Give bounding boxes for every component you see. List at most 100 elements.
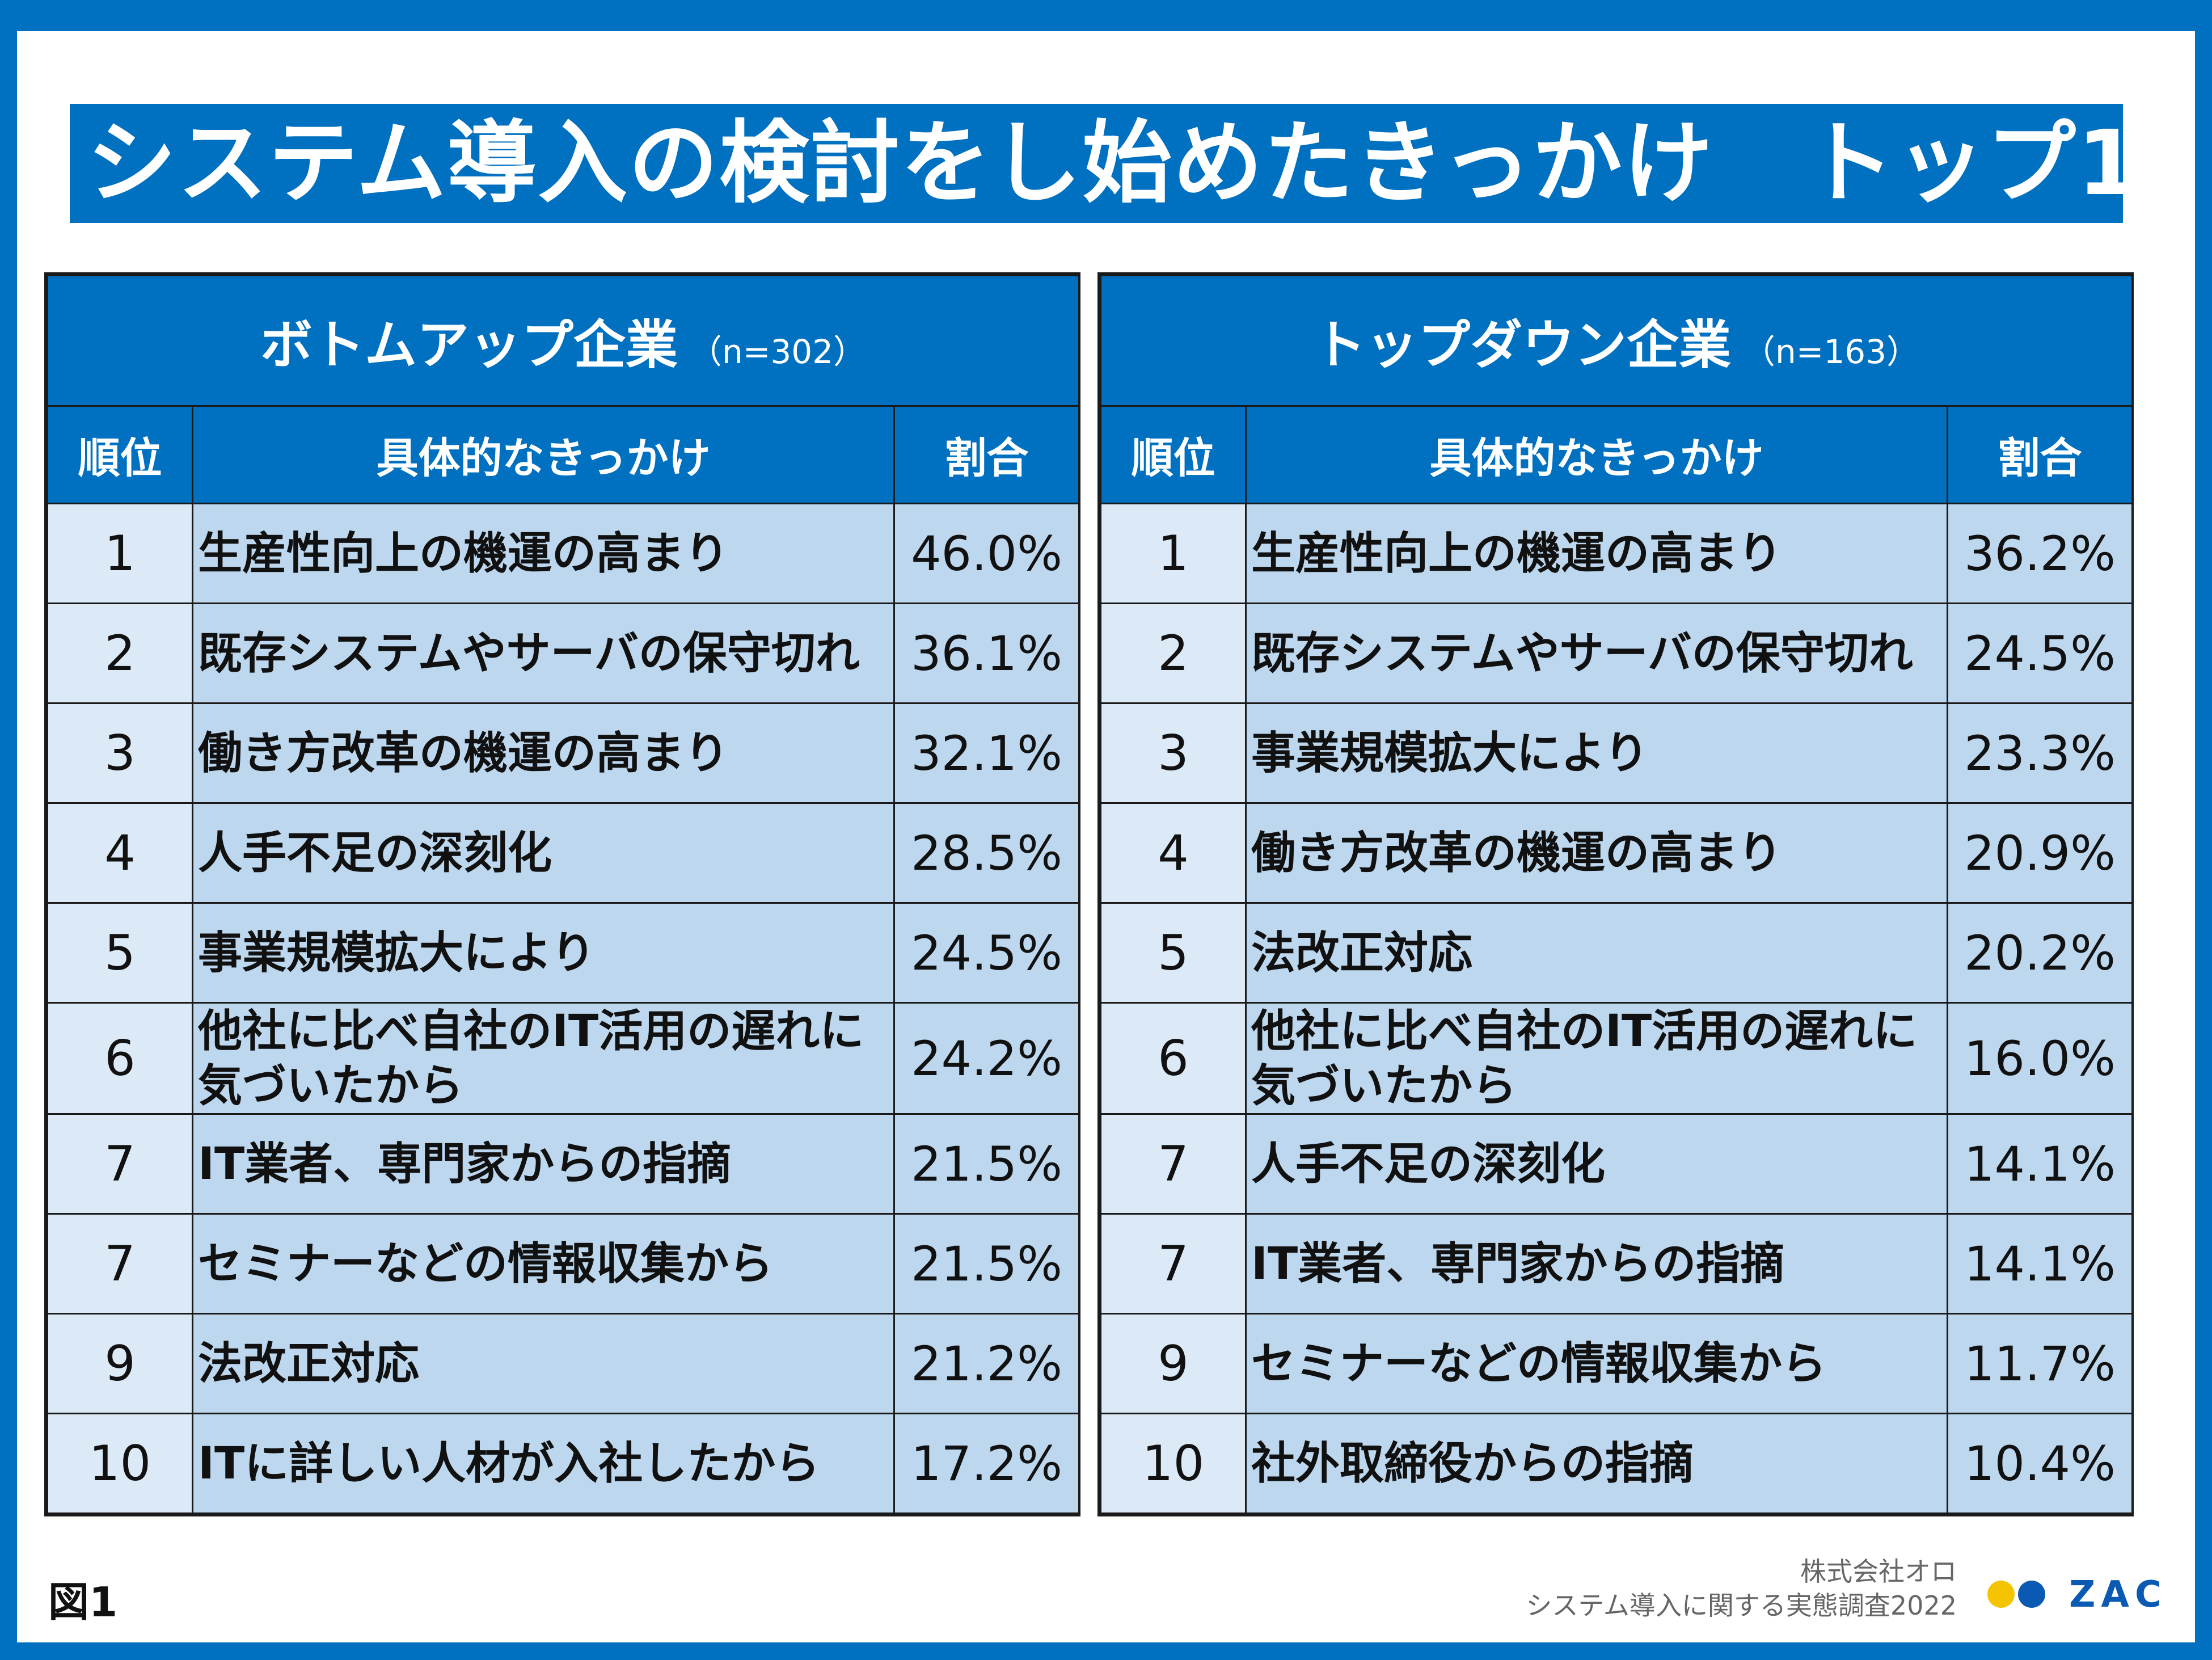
reason-cell: 人手不足の深刻化 <box>192 802 895 904</box>
table-row: 1 生産性向上の機運の高まり 46.0% <box>47 503 1080 604</box>
bottom-up-rows: 1 生産性向上の機運の高まり 46.0% 2 既存システムやサーバの保守切れ 36.1% 3… <box>47 503 1080 1514</box>
top-down-table: トップダウン企業 （n=163） 順位 具体的なきっかけ 割合 1 生産性向上の機運… <box>1097 272 2134 1516</box>
share-cell: 24.5% <box>1946 603 2134 704</box>
reason-cell: 既存システムやサーバの保守切れ <box>192 603 895 704</box>
bottom-up-table: ボトムアップ企業 （n=302） 順位 具体的なきっかけ 割合 1 生産性向上の機運… <box>44 272 1080 1516</box>
share-cell: 36.2% <box>1946 503 2134 604</box>
survey-name: システム導入に関する実態調査2022 <box>1526 1590 1957 1621</box>
reason-cell: 他社に比べ自社のIT活用の遅れに気づいたから <box>1245 1002 1948 1115</box>
rank-cell: 5 <box>47 902 193 1004</box>
share-cell: 14.1% <box>1946 1113 2134 1215</box>
reason-cell: ITに詳しい人材が入社したから <box>192 1413 895 1514</box>
share-cell: 20.9% <box>1946 802 2134 904</box>
reason-cell: IT業者、専門家からの指摘 <box>192 1113 895 1215</box>
logo-text: ZAC <box>2069 1574 2167 1616</box>
rank-cell: 6 <box>47 1002 193 1115</box>
bottom-up-group-header: ボトムアップ企業 （n=302） <box>46 275 1080 407</box>
table-row: 2 既存システムやサーバの保守切れ 24.5% <box>1100 603 2134 704</box>
share-cell: 11.7% <box>1946 1313 2134 1414</box>
share-column-header: 割合 <box>1946 405 2134 504</box>
rank-cell: 4 <box>47 802 193 904</box>
share-cell: 16.0% <box>1946 1002 2134 1115</box>
rank-cell: 7 <box>1100 1113 1247 1215</box>
share-cell: 36.1% <box>893 603 1080 704</box>
table-row: 7 IT業者、専門家からの指摘 21.5% <box>47 1113 1080 1215</box>
rank-column-header: 順位 <box>47 405 193 504</box>
table-row: 1 生産性向上の機運の高まり 36.2% <box>1100 503 2134 604</box>
logo-yellow-dot <box>1987 1581 2015 1608</box>
reason-cell: 事業規模拡大により <box>1245 702 1948 804</box>
reason-cell: 既存システムやサーバの保守切れ <box>1245 603 1948 704</box>
reason-column-header: 具体的なきっかけ <box>1245 405 1948 504</box>
group-title: ボトムアップ企業 <box>260 315 678 376</box>
rank-cell: 10 <box>47 1413 193 1514</box>
rank-cell: 4 <box>1100 802 1247 904</box>
table-row: 3 働き方改革の機運の高まり 32.1% <box>47 702 1080 804</box>
table-row: 4 働き方改革の機運の高まり 20.9% <box>1100 802 2134 904</box>
reason-cell: 働き方改革の機運の高まり <box>1245 802 1948 904</box>
share-cell: 21.5% <box>893 1213 1080 1314</box>
rank-cell: 6 <box>1100 1002 1247 1115</box>
share-cell: 28.5% <box>893 802 1080 904</box>
table-row: 5 法改正対応 20.2% <box>1100 902 2134 1004</box>
table-row: 6 他社に比べ自社のIT活用の遅れに気づいたから 24.2% <box>47 1002 1080 1115</box>
reason-cell: セミナーなどの情報収集から <box>1245 1313 1948 1414</box>
table-row: 10 社外取締役からの指摘 10.4% <box>1100 1413 2134 1514</box>
share-cell: 32.1% <box>893 702 1080 804</box>
share-cell: 46.0% <box>893 503 1080 604</box>
group-title: トップダウン企業 <box>1313 315 1731 376</box>
rank-cell: 5 <box>1100 902 1247 1004</box>
table-row: 7 人手不足の深刻化 14.1% <box>1100 1113 2134 1215</box>
table-row: 5 事業規模拡大により 24.5% <box>47 902 1080 1004</box>
logo-blue-dot <box>2018 1581 2045 1608</box>
reason-cell: 法改正対応 <box>192 1313 895 1414</box>
reason-cell: 他社に比べ自社のIT活用の遅れに気づいたから <box>192 1002 895 1115</box>
share-cell: 17.2% <box>893 1413 1080 1514</box>
rank-cell: 10 <box>1100 1413 1247 1514</box>
rank-cell: 2 <box>1100 603 1247 704</box>
rank-cell: 7 <box>47 1213 193 1314</box>
table-row: 6 他社に比べ自社のIT活用の遅れに気づいたから 16.0% <box>1100 1002 2134 1115</box>
rank-cell: 9 <box>1100 1313 1247 1414</box>
share-cell: 10.4% <box>1946 1413 2134 1514</box>
share-cell: 24.2% <box>893 1002 1080 1115</box>
table-row: 7 IT業者、専門家からの指摘 14.1% <box>1100 1213 2134 1314</box>
reason-cell: 社外取締役からの指摘 <box>1245 1413 1948 1514</box>
share-cell: 23.3% <box>1946 702 2134 804</box>
reason-cell: 働き方改革の機運の高まり <box>192 702 895 804</box>
table-row: 9 セミナーなどの情報収集から 11.7% <box>1100 1313 2134 1414</box>
reason-column-header: 具体的なきっかけ <box>192 405 895 504</box>
reason-cell: 生産性向上の機運の高まり <box>1245 503 1948 604</box>
rank-cell: 3 <box>1100 702 1247 804</box>
reason-cell: 事業規模拡大により <box>192 902 895 1004</box>
top-down-rows: 1 生産性向上の機運の高まり 36.2% 2 既存システムやサーバの保守切れ 24.5% 3… <box>1100 503 2134 1514</box>
figure-label: 図1 <box>48 1578 118 1626</box>
reason-cell: 生産性向上の機運の高まり <box>192 503 895 604</box>
reason-cell: 法改正対応 <box>1245 902 1948 1004</box>
rank-cell: 1 <box>47 503 193 604</box>
reason-cell: 人手不足の深刻化 <box>1245 1113 1948 1215</box>
rank-cell: 7 <box>47 1113 193 1215</box>
rank-cell: 1 <box>1100 503 1247 604</box>
zac-logo: ZAC <box>1987 1574 2167 1616</box>
table-row: 3 事業規模拡大により 23.3% <box>1100 702 2134 804</box>
reason-cell: IT業者、専門家からの指摘 <box>1245 1213 1948 1314</box>
rank-column-header: 順位 <box>1100 405 1247 504</box>
share-column-header: 割合 <box>893 405 1080 504</box>
table-row: 2 既存システムやサーバの保守切れ 36.1% <box>47 603 1080 704</box>
rank-cell: 3 <box>47 702 193 804</box>
source-credit: 株式会社オロ システム導入に関する実態調査2022 <box>1526 1554 1957 1623</box>
rank-cell: 7 <box>1100 1213 1247 1314</box>
table-row: 4 人手不足の深刻化 28.5% <box>47 802 1080 904</box>
table-row: 10 ITに詳しい人材が入社したから 17.2% <box>47 1413 1080 1514</box>
company-name: 株式会社オロ <box>1800 1556 1957 1587</box>
table-row: 9 法改正対応 21.2% <box>47 1313 1080 1414</box>
sample-size: （n=302） <box>689 332 867 371</box>
page-title: システム導入の検討をし始めたきっかけ トップ10 <box>70 104 2123 223</box>
share-cell: 20.2% <box>1946 902 2134 1004</box>
table-row: 7 セミナーなどの情報収集から 21.5% <box>47 1213 1080 1314</box>
rank-cell: 9 <box>47 1313 193 1414</box>
share-cell: 21.2% <box>893 1313 1080 1414</box>
rank-cell: 2 <box>47 603 193 704</box>
reason-cell: セミナーなどの情報収集から <box>192 1213 895 1314</box>
